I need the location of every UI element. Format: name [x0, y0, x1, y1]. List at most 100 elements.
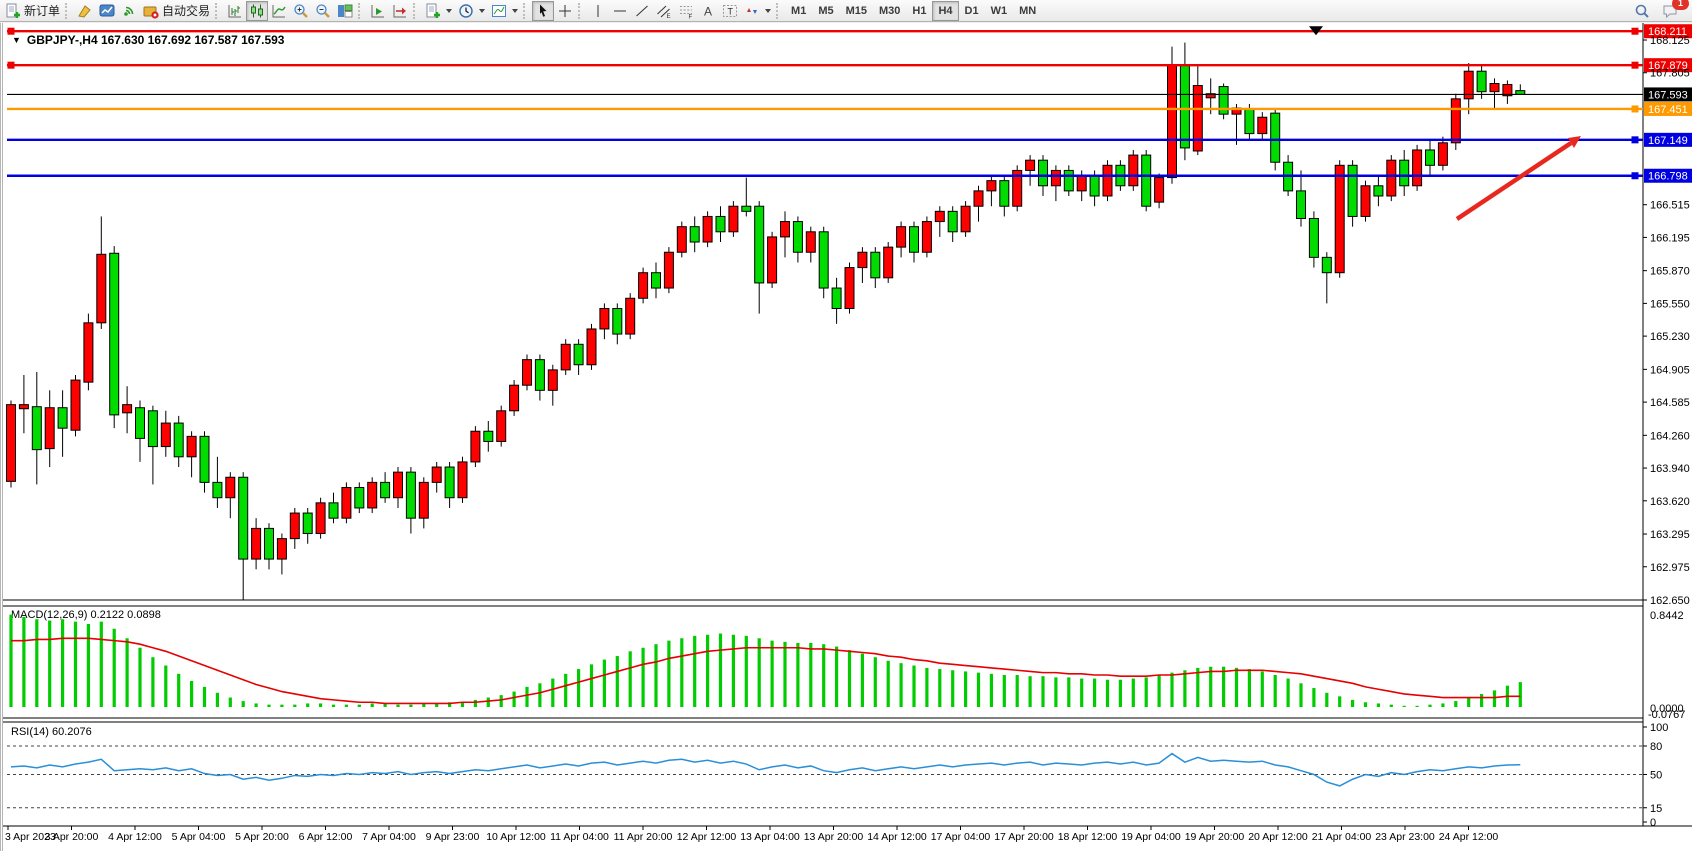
periods-dropdown-arrow-icon[interactable]: [479, 8, 486, 13]
templates-button[interactable]: [488, 1, 521, 21]
new-order-icon: [5, 3, 21, 19]
metaeditor-icon: [77, 3, 93, 19]
price-tick-label: 164.905: [1650, 364, 1690, 376]
horizontal-line-icon: [612, 3, 628, 19]
price-badge-label: 167.879: [1648, 60, 1688, 72]
chart-window: ▼ GBPJPY-,H4 167.630 167.692 167.587 167…: [0, 23, 1692, 851]
equidistant-channel-tool-button[interactable]: E: [653, 1, 675, 21]
zoom-out-button[interactable]: [312, 1, 334, 21]
macd-zero-label: 0.0000: [1650, 703, 1684, 715]
toolbar-separator: [358, 2, 363, 19]
chart-shift-icon: [392, 3, 408, 19]
signals-icon: [121, 3, 137, 19]
rsi-level-label: 15: [1650, 803, 1662, 815]
macd-max-label: 0.8442: [1650, 610, 1684, 622]
timeframe-m1-button[interactable]: M1: [785, 1, 812, 21]
terminal-icon: [99, 3, 115, 19]
time-tick-label: 10 Apr 12:00: [486, 831, 546, 843]
indicators-icon: [425, 3, 441, 19]
chart-shift-button[interactable]: [389, 1, 411, 21]
price-tick-label: 166.515: [1650, 200, 1690, 212]
periods-button[interactable]: [455, 1, 488, 21]
rsi-label: RSI(14) 60.2076: [11, 726, 92, 738]
time-tick-label: 5 Apr 20:00: [235, 831, 289, 843]
time-tick-label: 5 Apr 04:00: [172, 831, 226, 843]
zoom-out-icon: [315, 3, 331, 19]
price-badge: [1644, 24, 1692, 39]
search-button[interactable]: [1631, 1, 1653, 21]
zoom-in-button[interactable]: [290, 1, 312, 21]
new-order-button[interactable]: 新订单: [2, 1, 63, 21]
timeframe-m15-button[interactable]: M15: [840, 1, 873, 21]
price-badge: [1644, 168, 1692, 183]
timeframe-mn-button[interactable]: MN: [1013, 1, 1042, 21]
time-tick-label: 13 Apr 20:00: [804, 831, 864, 843]
tile-windows-button[interactable]: [334, 1, 356, 21]
timeframe-w1-button[interactable]: W1: [985, 1, 1014, 21]
vertical-line-icon: [590, 3, 606, 19]
rsi-line: [10, 752, 1521, 787]
trendline-tool-button[interactable]: [631, 1, 653, 21]
line-chart-button[interactable]: [268, 1, 290, 21]
price-tick-label: 164.260: [1650, 430, 1690, 442]
arrows-dropdown-arrow-icon[interactable]: [765, 8, 772, 13]
indicators-dropdown-arrow-icon[interactable]: [446, 8, 453, 13]
price-lines-layer: [7, 24, 1692, 183]
price-tick-label: 167.805: [1650, 68, 1690, 80]
price-chart-canvas[interactable]: 168.211 167.879 167.593 167.451 167.149 166.7…: [3, 23, 1692, 851]
time-axis-layer: [7, 826, 1469, 830]
price-badge-label: 167.149: [1648, 135, 1688, 147]
main-toolbar: 新订单 自动交易: [0, 0, 1692, 22]
price-badge-label: 168.211: [1648, 26, 1687, 38]
arrows-icon: [744, 3, 760, 19]
autotrading-label: 自动交易: [162, 4, 211, 18]
rsi-level-label: 0: [1650, 817, 1656, 829]
metaeditor-button[interactable]: [74, 1, 96, 21]
line-handle: [7, 61, 15, 69]
timeframe-d1-button[interactable]: D1: [959, 1, 985, 21]
signals-button[interactable]: [118, 1, 140, 21]
indicators-button[interactable]: [422, 1, 455, 21]
autotrading-button[interactable]: 自动交易: [140, 1, 213, 21]
arrows-tool-button[interactable]: [741, 1, 774, 21]
toolbar-separator: [413, 2, 418, 19]
candlestick-chart-button[interactable]: [246, 0, 269, 21]
price-tick-label: 163.295: [1650, 529, 1690, 541]
timeframe-m5-button[interactable]: M5: [812, 1, 839, 21]
vertical-line-tool-button[interactable]: [587, 1, 609, 21]
text-label-tool-button[interactable]: T: [719, 1, 741, 21]
fibonacci-tool-button[interactable]: F: [675, 1, 697, 21]
timeframe-h4-button[interactable]: H4: [932, 0, 959, 21]
horizontal-line-tool-button[interactable]: [609, 1, 631, 21]
one-click-collapse-icon[interactable]: ▼: [12, 35, 21, 45]
bar-chart-icon: [227, 3, 243, 19]
terminal-button[interactable]: [96, 1, 118, 21]
cursor-tool-button[interactable]: [532, 0, 555, 21]
notification-badge: 1: [1672, 0, 1689, 10]
toolbar-separator: [578, 2, 583, 19]
time-tick-label: 11 Apr 20:00: [614, 831, 673, 843]
crosshair-tool-button[interactable]: [554, 1, 576, 21]
price-badge: [1644, 58, 1692, 73]
time-tick-label: 18 Apr 12:00: [1058, 831, 1118, 843]
time-tick-label: 23 Apr 23:00: [1375, 831, 1435, 843]
time-tick-label: 17 Apr 04:00: [931, 831, 991, 843]
fibonacci-icon: F: [678, 3, 694, 19]
bar-chart-button[interactable]: [224, 1, 246, 21]
timeframe-h1-button[interactable]: H1: [906, 1, 932, 21]
auto-scroll-button[interactable]: [367, 1, 389, 21]
templates-dropdown-arrow-icon[interactable]: [512, 8, 519, 13]
text-tool-button[interactable]: A: [697, 1, 719, 21]
autotrading-icon: [143, 3, 159, 19]
price-badge-label: 167.451: [1648, 104, 1688, 116]
time-tick-label: 20 Apr 12:00: [1248, 831, 1308, 843]
time-tick-label: 6 Apr 12:00: [299, 831, 353, 843]
templates-icon: [491, 3, 507, 19]
macd-min-label: -0.0767: [1648, 709, 1685, 721]
line-handle: [1631, 61, 1639, 69]
trend-arrow-head: [1568, 136, 1581, 148]
svg-text:T: T: [728, 6, 734, 16]
line-handle: [1631, 27, 1639, 35]
text-icon: A: [700, 3, 716, 19]
timeframe-m30-button[interactable]: M30: [873, 1, 906, 21]
